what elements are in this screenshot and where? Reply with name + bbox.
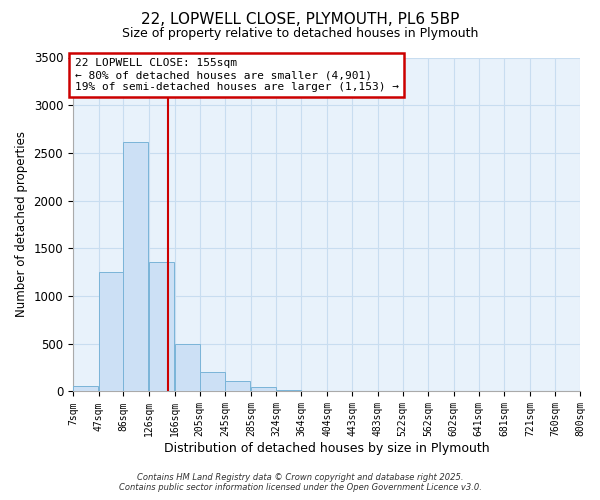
Bar [301, 390, 326, 392]
Text: Contains HM Land Registry data © Crown copyright and database right 2025.
Contai: Contains HM Land Registry data © Crown c… [119, 473, 481, 492]
Text: Size of property relative to detached houses in Plymouth: Size of property relative to detached ho… [122, 28, 478, 40]
Text: 22 LOPWELL CLOSE: 155sqm
← 80% of detached houses are smaller (4,901)
19% of sem: 22 LOPWELL CLOSE: 155sqm ← 80% of detach… [75, 58, 399, 92]
X-axis label: Distribution of detached houses by size in Plymouth: Distribution of detached houses by size … [164, 442, 489, 455]
Bar [149, 262, 174, 392]
Bar [251, 387, 276, 392]
Bar [73, 386, 98, 392]
Bar [124, 142, 148, 392]
Bar [276, 390, 301, 392]
Bar [98, 272, 124, 392]
Bar [200, 372, 224, 392]
Y-axis label: Number of detached properties: Number of detached properties [15, 132, 28, 318]
Text: 22, LOPWELL CLOSE, PLYMOUTH, PL6 5BP: 22, LOPWELL CLOSE, PLYMOUTH, PL6 5BP [141, 12, 459, 28]
Bar [225, 381, 250, 392]
Bar [175, 344, 200, 392]
